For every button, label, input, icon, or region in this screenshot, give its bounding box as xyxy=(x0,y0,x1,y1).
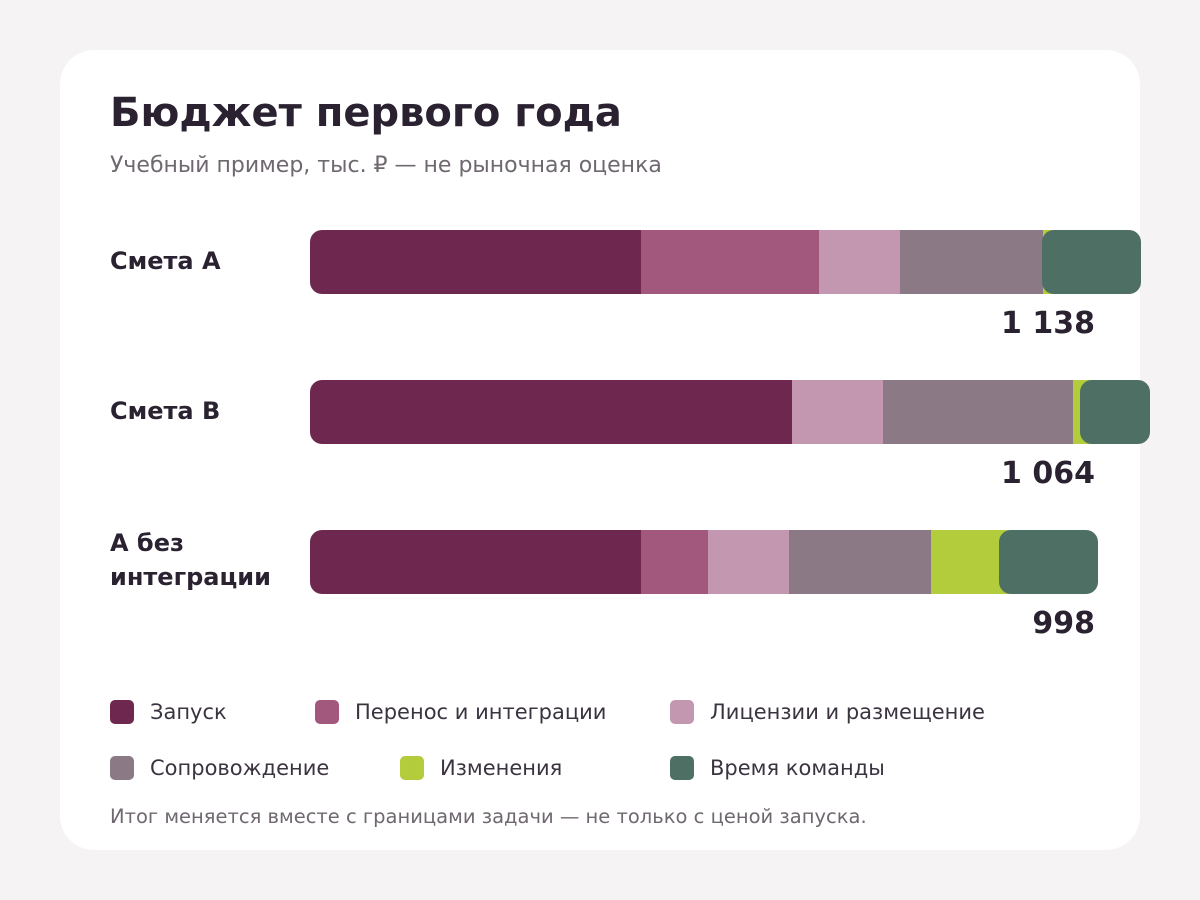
category-label: А без интеграции xyxy=(110,529,271,591)
chart-card xyxy=(60,50,1140,850)
legend-swatch xyxy=(110,700,134,724)
legend-item: Перенос и интеграции xyxy=(315,697,606,727)
legend-item: Лицензии и размещение xyxy=(670,697,985,727)
legend-swatch xyxy=(315,700,339,724)
chart-subtitle: Учебный пример, тыс. ₽ — не рыночная оце… xyxy=(110,153,662,178)
category-label: Смета В xyxy=(110,397,221,425)
bar-segment xyxy=(641,230,820,294)
bar-segment xyxy=(1041,230,1141,294)
legend-label: Запуск xyxy=(150,700,227,724)
legend-label: Сопровождение xyxy=(150,756,330,780)
bar-segment xyxy=(788,530,932,594)
stacked-bar xyxy=(310,530,1150,594)
bar-segment xyxy=(310,530,641,594)
bar-segment xyxy=(792,380,884,444)
legend-item: Сопровождение xyxy=(110,753,329,783)
legend-swatch xyxy=(670,700,694,724)
bar-segment xyxy=(1080,380,1151,444)
legend-label: Изменения xyxy=(440,756,563,780)
legend-swatch xyxy=(670,756,694,780)
stacked-bar xyxy=(310,380,1151,444)
bar-segment xyxy=(883,380,1074,444)
bar-segment xyxy=(641,530,708,594)
footnote: Итог меняется вместе с границами задачи … xyxy=(110,805,867,828)
legend-label: Лицензии и размещение xyxy=(710,700,985,724)
legend-label: Перенос и интеграции xyxy=(355,700,607,724)
bar-segment xyxy=(707,530,789,594)
legend-item: Изменения xyxy=(400,753,562,783)
bar-segment xyxy=(310,230,641,294)
total-label: 1 138 xyxy=(1001,306,1095,341)
legend-swatch xyxy=(110,756,134,780)
legend-item: Запуск xyxy=(110,697,227,727)
legend-label: Время команды xyxy=(710,756,885,780)
bar-segment xyxy=(310,380,793,444)
total-label: 998 xyxy=(1032,606,1095,641)
total-label: 1 064 xyxy=(1001,456,1095,491)
legend-item: Время команды xyxy=(670,753,885,783)
legend-swatch xyxy=(400,756,424,780)
bar-segment xyxy=(900,230,1043,294)
category-label: Смета А xyxy=(110,247,221,275)
bar-segment xyxy=(998,530,1098,594)
bar-segment xyxy=(819,230,900,294)
stacked-bar xyxy=(310,230,1150,294)
chart-title: Бюджет первого года xyxy=(110,90,622,136)
